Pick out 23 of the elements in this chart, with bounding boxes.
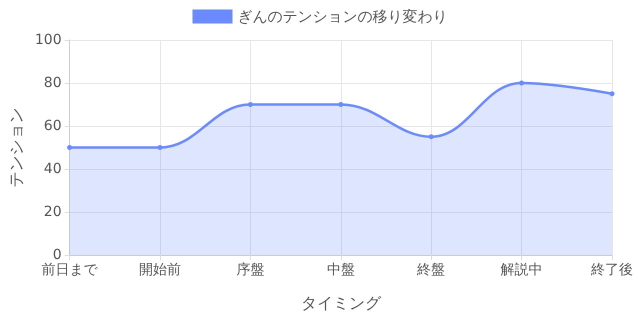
y-tick-label: 40	[44, 161, 62, 177]
x-axis-title: タイミング	[300, 294, 382, 312]
x-tick-label: 序盤	[236, 262, 264, 278]
y-tick-label: 20	[44, 204, 62, 220]
y-axis-title: テンション	[6, 108, 26, 188]
point	[158, 145, 163, 150]
point	[67, 145, 72, 150]
x-tick-label: 前日まで	[42, 262, 99, 278]
point	[428, 134, 434, 140]
x-tick-label: 開始前	[139, 262, 182, 278]
y-tick-label: 100	[34, 32, 62, 48]
point	[610, 91, 614, 96]
legend-label: ぎんのテンションの移り変わり	[238, 8, 448, 26]
point	[519, 80, 524, 86]
x-tick-label: 解説中	[500, 262, 543, 278]
x-tick-label: 中盤	[326, 262, 355, 278]
y-tick-label: 80	[44, 75, 62, 91]
x-tick-label: 終了後	[590, 262, 633, 278]
y-tick-label: 0	[52, 247, 62, 263]
x-tick-label: 終盤	[416, 262, 446, 278]
y-tick-label: 60	[44, 118, 62, 134]
point	[338, 102, 344, 107]
point	[248, 102, 253, 107]
